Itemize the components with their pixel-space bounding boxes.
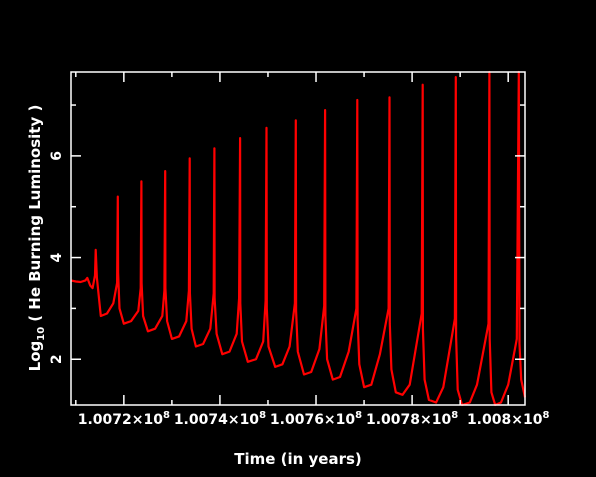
x-tick-label-exponent: 8 — [355, 410, 362, 421]
x-tick-label: 1.008×108 — [467, 410, 550, 428]
x-tick-label-exponent: 8 — [542, 410, 549, 421]
ticks-group — [71, 72, 525, 405]
plot-line-group — [70, 70, 527, 407]
x-tick-label-mantissa: 1.0072×10 — [78, 412, 163, 428]
y-tick-label: 6 — [49, 151, 65, 161]
y-axis-title-prefix: Log — [26, 341, 44, 372]
x-tick-label: 1.0078×108 — [366, 410, 458, 428]
x-tick-label: 1.0074×108 — [174, 410, 266, 428]
y-tick-label: 2 — [49, 354, 65, 364]
x-tick-label: 1.0072×108 — [78, 410, 170, 428]
x-tick-label-exponent: 8 — [451, 410, 458, 421]
y-tick-label: 4 — [49, 252, 65, 262]
x-tick-label-mantissa: 1.008×10 — [467, 412, 543, 428]
x-axis-title: Time (in years) — [234, 450, 362, 468]
x-tick-label-exponent: 8 — [259, 410, 266, 421]
x-tick-label: 1.0076×108 — [270, 410, 362, 428]
x-tick-label-mantissa: 1.0076×10 — [270, 412, 355, 428]
y-axis-title-rest: ( He Burning Luminosity ) — [26, 105, 44, 322]
he-luminosity-line-0 — [70, 70, 527, 407]
tick-labels-group: 1.0072×108 1.0074×108 1.0076×108 1.0078×108… — [49, 151, 549, 428]
plot-frame — [70, 71, 526, 406]
y-axis-title: Log10 ( He Burning Luminosity ) — [26, 105, 47, 372]
x-tick-label-mantissa: 1.0074×10 — [174, 412, 259, 428]
x-tick-label-exponent: 8 — [163, 410, 170, 421]
x-tick-label-mantissa: 1.0078×10 — [366, 412, 451, 428]
y-axis-title-subscript: 10 — [36, 327, 47, 341]
